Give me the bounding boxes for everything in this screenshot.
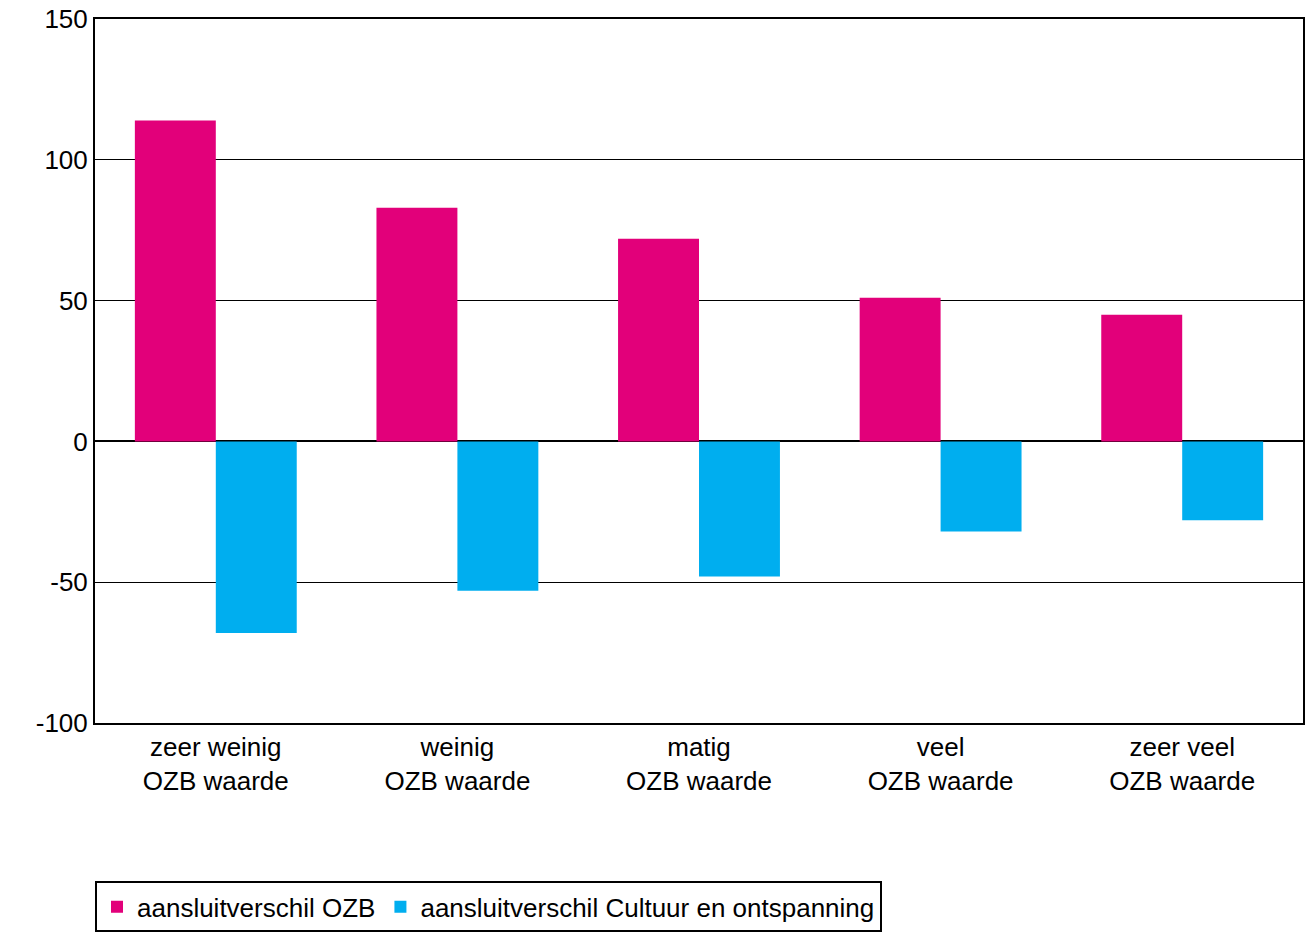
svg-text:matigOZB waarde: matigOZB waarde <box>626 732 772 796</box>
svg-text:-50: -50 <box>50 567 88 597</box>
svg-text:zeer weinigOZB waarde: zeer weinigOZB waarde <box>143 732 289 796</box>
svg-text:aansluitverschil OZB: aansluitverschil OZB <box>137 893 375 923</box>
svg-text:weinigOZB waarde: weinigOZB waarde <box>384 732 530 796</box>
svg-text:aansluitverschil Cultuur en on: aansluitverschil Cultuur en ontspanning <box>420 893 874 923</box>
svg-text:-100: -100 <box>36 708 88 738</box>
svg-text:150: 150 <box>44 4 87 34</box>
svg-text:0: 0 <box>73 427 87 457</box>
svg-text:100: 100 <box>44 145 87 175</box>
svg-text:50: 50 <box>59 286 88 316</box>
svg-text:veelOZB waarde: veelOZB waarde <box>868 732 1014 796</box>
svg-text:zeer veelOZB waarde: zeer veelOZB waarde <box>1109 732 1255 796</box>
